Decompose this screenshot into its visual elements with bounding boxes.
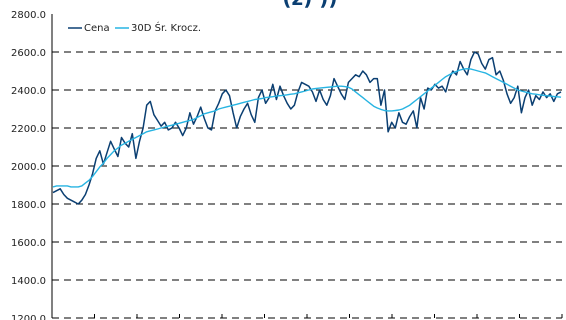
- y-tick-label: 2800.0: [11, 10, 46, 21]
- legend-label-ma: 30D Śr. Krocz.: [131, 21, 201, 34]
- grid-lines: [52, 51, 562, 319]
- y-tick-label: 2400.0: [11, 86, 46, 97]
- y-tick-label: 1200.0: [11, 314, 46, 320]
- series-group: [52, 51, 562, 205]
- y-tick-label: 2200.0: [11, 124, 46, 135]
- y-tick-label: 2600.0: [11, 48, 46, 59]
- chart-title-fragment: (z) )): [282, 0, 337, 10]
- legend-label-cena: Cena: [84, 23, 110, 34]
- series-line-moving-average: [52, 67, 562, 188]
- y-tick-label: 1800.0: [11, 200, 46, 211]
- y-axis-labels: 2800.0 2600.0 2400.0 2200.0 2000.0 1800.0 1600…: [11, 10, 46, 320]
- x-axis-ticks: [51, 314, 563, 318]
- y-tick-label: 1600.0: [11, 238, 46, 249]
- y-tick-label: 1400.0: [11, 276, 46, 287]
- series-line-cena: [52, 51, 562, 205]
- legend: Cena 30D Śr. Krocz.: [68, 21, 201, 34]
- y-tick-label: 2000.0: [11, 162, 46, 173]
